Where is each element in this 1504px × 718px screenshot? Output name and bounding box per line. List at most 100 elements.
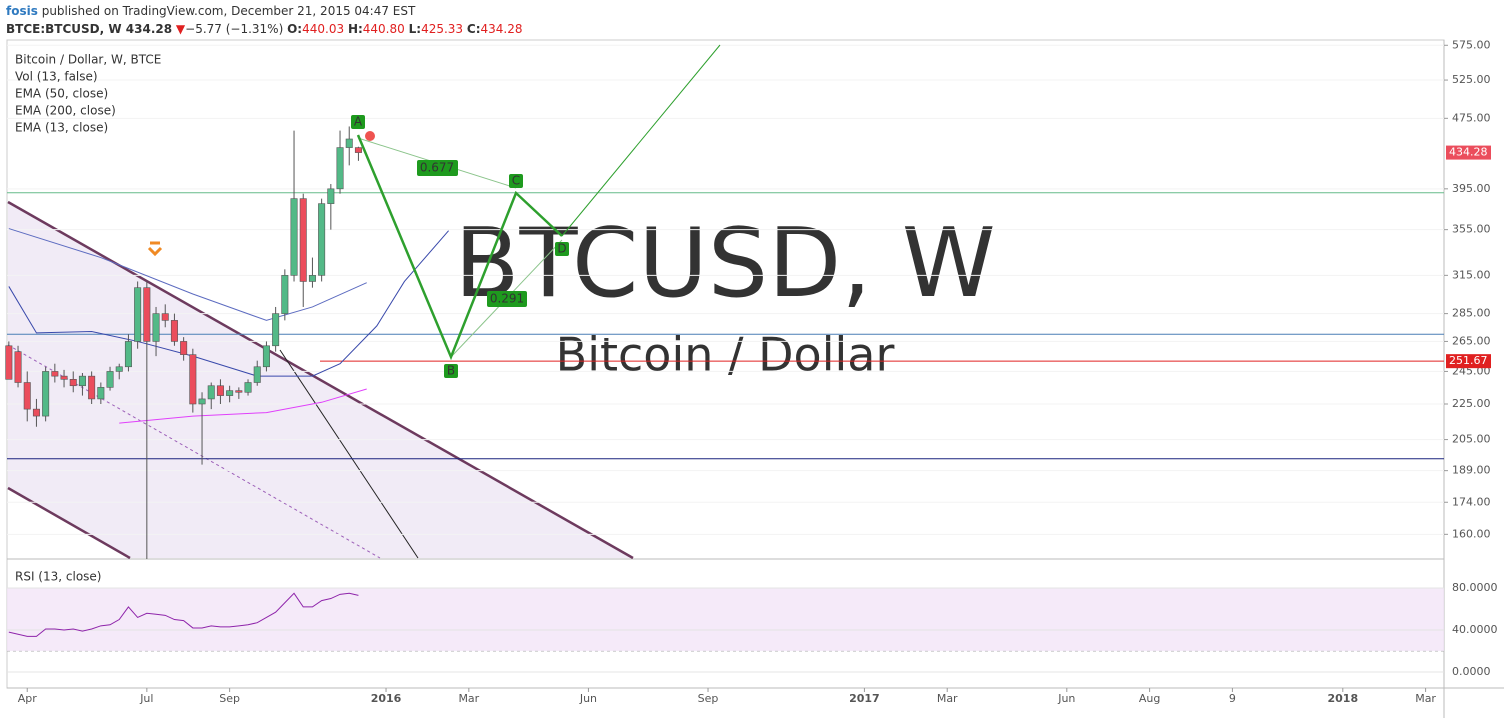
y-tick-label: 205.00 — [1452, 433, 1491, 446]
candle-body — [299, 198, 307, 282]
candle-body — [124, 341, 132, 368]
y-tick-label: 40.0000 — [1452, 623, 1498, 636]
x-tick-label: Sep — [698, 692, 719, 705]
x-tick-label: Jun — [579, 692, 597, 705]
y-tick-label: 575.00 — [1452, 38, 1491, 51]
o-label: O: — [287, 22, 302, 36]
x-tick-label: Jun — [1057, 692, 1075, 705]
candle-body — [97, 387, 105, 400]
trend-line — [279, 349, 419, 559]
candle-body — [106, 371, 114, 388]
ratio-box — [487, 291, 527, 307]
header-line-2: BTCE:BTCUSD, W 434.28 ▼−5.77 (−1.31%) O:… — [6, 22, 523, 36]
y-tick-label: 160.00 — [1452, 527, 1491, 540]
user[interactable]: fosis — [6, 4, 38, 18]
y-tick-label: 265.00 — [1452, 334, 1491, 347]
arrow: ▼ — [176, 22, 186, 36]
y-tick-label: 0.0000 — [1452, 665, 1491, 678]
signal-arrow — [147, 241, 163, 257]
x-tick-label: Mar — [937, 692, 958, 705]
legend-entry: EMA (200, close) — [15, 104, 116, 118]
price-label-box — [1446, 354, 1491, 369]
point-label: A — [354, 115, 363, 129]
legend-entry: EMA (50, close) — [15, 87, 108, 101]
point-label: B — [447, 364, 455, 378]
rsi-line — [8, 592, 359, 637]
candle-body — [14, 351, 22, 383]
candle-body — [345, 138, 353, 148]
point-label: D — [557, 242, 566, 256]
candle-body — [216, 385, 224, 396]
candle-body — [78, 375, 86, 387]
ratio-box — [417, 160, 458, 176]
l-label: L: — [409, 22, 421, 36]
candle-body — [235, 390, 243, 393]
candle-body — [23, 382, 31, 410]
y-tick-label: 395.00 — [1452, 182, 1491, 195]
y-tick-label: 174.00 — [1452, 495, 1491, 508]
candle-body — [281, 275, 289, 314]
candle-body — [5, 345, 13, 380]
candle-body — [152, 313, 160, 342]
candle-body — [32, 408, 40, 417]
x-tick-label: 2016 — [371, 692, 402, 705]
y-tick-label: 525.00 — [1452, 73, 1491, 86]
watermark-subtitle: Bitcoin / Dollar — [556, 328, 895, 382]
y-tick-label: 225.00 — [1452, 397, 1491, 410]
y-tick-label: 355.00 — [1452, 223, 1491, 236]
candle-body — [189, 354, 197, 405]
candle-body — [180, 341, 188, 355]
abcd-pattern: A B C D 0.677 0.291 — [147, 44, 721, 378]
x-tick-label: 2017 — [849, 692, 880, 705]
y-tick-label: 315.00 — [1452, 268, 1491, 281]
x-tick-label: Mar — [458, 692, 479, 705]
candle-body — [336, 147, 344, 190]
candle-body — [308, 275, 316, 282]
label-box — [444, 364, 458, 378]
legend-title: Bitcoin / Dollar, W, BTCE — [15, 53, 161, 67]
candle-body — [170, 320, 178, 342]
c-label: C: — [467, 22, 481, 36]
header-line-1: fosis published on TradingView.com, Dece… — [6, 4, 416, 18]
x-tick-label: Jul — [139, 692, 153, 705]
marker-dot — [365, 131, 375, 141]
ratio-label: 0.291 — [490, 292, 524, 306]
label-box — [351, 115, 365, 129]
candle-body — [207, 385, 215, 400]
x-tick-label: Sep — [219, 692, 240, 705]
candle-body — [143, 287, 151, 342]
ema-line — [119, 388, 367, 424]
last-price-label: 434.28 — [1449, 146, 1488, 159]
change: −5.77 (−1.31%) — [185, 22, 283, 36]
candle-body — [42, 371, 50, 417]
h: 440.80 — [363, 22, 405, 36]
candle-body — [318, 203, 326, 276]
x-tick-label: 2018 — [1327, 692, 1358, 705]
point-label: C — [512, 174, 520, 188]
candle-body — [198, 398, 206, 405]
rsi-band — [7, 588, 1444, 652]
legend-entry: EMA (13, close) — [15, 121, 108, 135]
candle-body — [253, 366, 261, 383]
price-label: 251.67 — [1449, 354, 1488, 367]
label-box — [509, 174, 523, 188]
candle-body — [290, 198, 298, 276]
ratio-label: 0.677 — [420, 161, 454, 175]
candle-body — [161, 313, 169, 321]
rsi-title: RSI (13, close) — [15, 570, 101, 584]
candle-body — [115, 366, 123, 372]
candle-body — [88, 375, 96, 400]
watermark: BTCUSD, W — [454, 209, 995, 319]
candle-body — [51, 371, 59, 377]
channel-upper — [7, 200, 634, 560]
y-tick-label: 285.00 — [1452, 307, 1491, 320]
candle-body — [354, 147, 362, 153]
y-tick-label: 475.00 — [1452, 111, 1491, 124]
candle-body — [60, 375, 68, 380]
o: 440.03 — [302, 22, 344, 36]
l: 425.33 — [421, 22, 463, 36]
channel-lower — [7, 486, 131, 560]
c: 434.28 — [481, 22, 523, 36]
candle-body — [272, 313, 280, 347]
